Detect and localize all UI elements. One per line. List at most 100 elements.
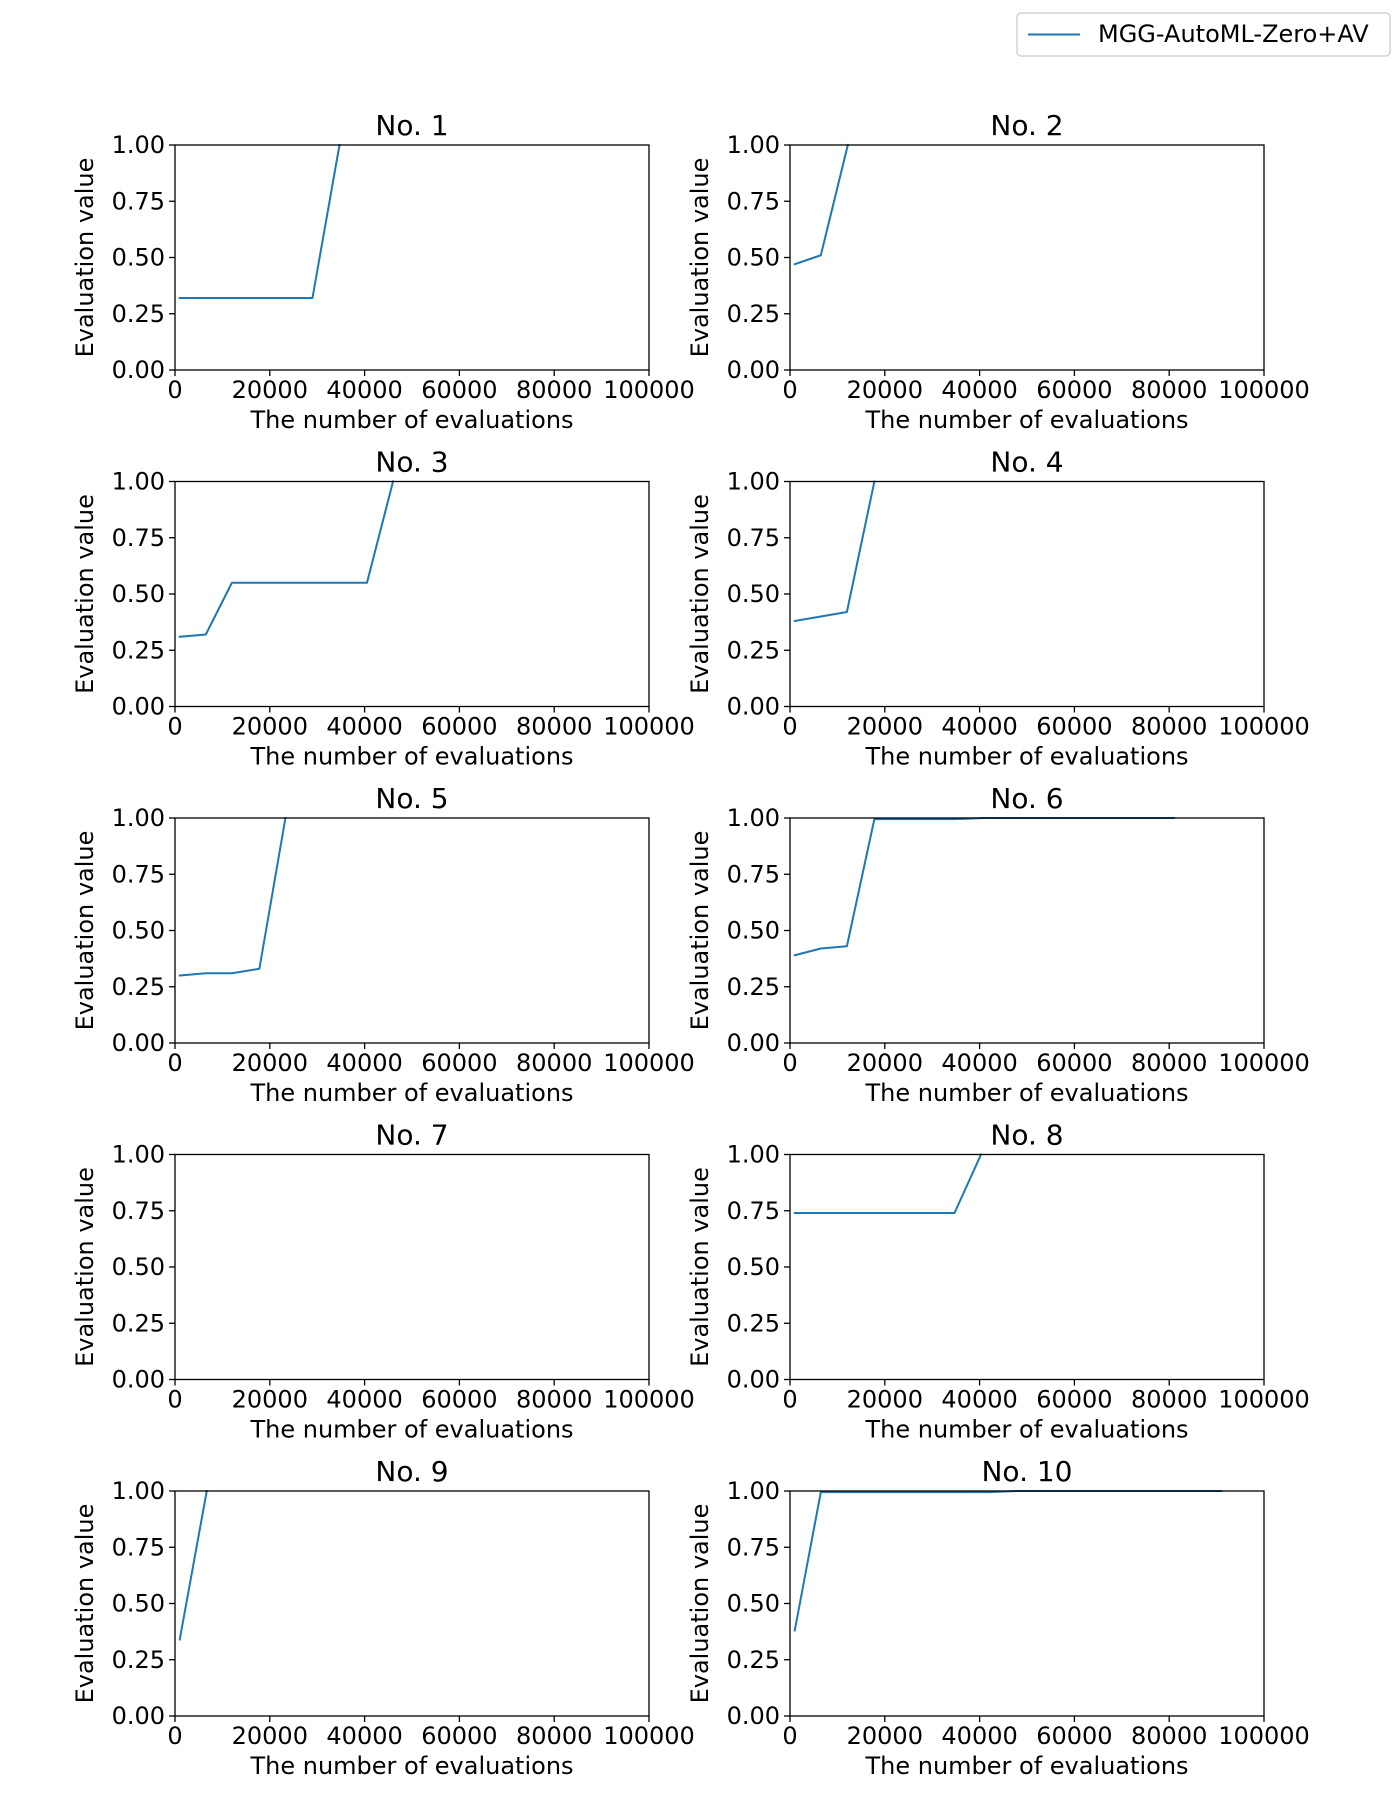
y-tick-label: 1.00 [727, 131, 780, 159]
series-line [793, 817, 1175, 957]
subplot-panel: No. 1 0 20000 40000 60000 80000 100000 0.00 0.25… [71, 109, 695, 434]
x-tick-label: 40000 [941, 713, 1017, 741]
x-tick-label: 20000 [232, 1386, 308, 1414]
x-axis-label: The number of evaluations [864, 743, 1188, 771]
y-tick-label: 0.50 [727, 580, 780, 608]
y-tick-label: 1.00 [112, 1477, 165, 1505]
y-tick-label: 0.75 [727, 524, 780, 552]
legend-label: MGG-AutoML-Zero+AV [1098, 20, 1369, 48]
y-tick-label: 0.25 [112, 1309, 165, 1337]
plot-frame [789, 817, 1265, 1044]
x-tick-label: 60000 [421, 1386, 497, 1414]
x-tick-label: 60000 [1036, 376, 1112, 404]
x-tick-label: 0 [167, 376, 182, 404]
plot-frame [174, 817, 650, 1044]
y-tick-label: 0.75 [727, 187, 780, 215]
subplot-panel: No. 3 0 20000 40000 60000 80000 100000 0.00 0.25… [71, 446, 695, 771]
y-axis-label: Evaluation value [71, 494, 99, 694]
subplot-title: No. 1 [375, 109, 448, 142]
x-tick-label: 80000 [516, 1722, 592, 1750]
y-tick-label: 0.50 [112, 244, 165, 272]
y-tick-label: 0.75 [727, 1533, 780, 1561]
y-tick-label: 0.50 [727, 1590, 780, 1618]
y-axis-label: Evaluation value [71, 1167, 99, 1367]
x-tick-label: 0 [782, 713, 797, 741]
plot-frame [789, 1153, 1265, 1381]
x-tick-label: 60000 [1036, 713, 1112, 741]
x-tick-label: 40000 [941, 1386, 1017, 1414]
x-axis-label: The number of evaluations [864, 1079, 1188, 1107]
x-tick-label: 100000 [1218, 1049, 1310, 1077]
y-tick-label: 0.25 [112, 636, 165, 664]
x-tick-label: 20000 [232, 1049, 308, 1077]
x-tick-label: 80000 [1131, 1386, 1207, 1414]
plot-frame [789, 144, 1265, 371]
x-axis-label: The number of evaluations [249, 406, 573, 434]
x-axis-label: The number of evaluations [249, 1416, 573, 1444]
y-tick-label: 0.75 [727, 860, 780, 888]
series-line [178, 816, 287, 977]
y-axis-label: Evaluation value [686, 1504, 714, 1704]
x-tick-label: 80000 [516, 376, 592, 404]
y-tick-label: 0.25 [112, 973, 165, 1001]
x-tick-label: 20000 [847, 1386, 923, 1414]
subplot-panel: No. 4 0 20000 40000 60000 80000 100000 0.00 0.25… [686, 446, 1310, 771]
subplot-panel: No. 7 0 20000 40000 60000 80000 100000 0.00 0.25… [71, 1119, 695, 1444]
x-axis-label: The number of evaluations [864, 406, 1188, 434]
y-tick-label: 0.75 [112, 1197, 165, 1225]
y-axis-label: Evaluation value [686, 158, 714, 358]
series-line [793, 1153, 983, 1214]
series-line [793, 480, 876, 623]
y-tick-label: 0.00 [727, 1029, 780, 1057]
x-tick-label: 40000 [326, 376, 402, 404]
x-axis-label: The number of evaluations [864, 1416, 1188, 1444]
y-tick-label: 0.50 [727, 917, 780, 945]
y-tick-label: 0.50 [727, 1253, 780, 1281]
y-axis-label: Evaluation value [71, 158, 99, 358]
subplot-title: No. 9 [375, 1455, 448, 1488]
subplot-title: No. 3 [375, 446, 448, 479]
y-tick-label: 0.00 [112, 1702, 165, 1730]
y-tick-label: 1.00 [727, 1141, 780, 1169]
x-tick-label: 80000 [516, 713, 592, 741]
x-tick-label: 60000 [1036, 1386, 1112, 1414]
y-axis-label: Evaluation value [71, 1504, 99, 1704]
y-tick-label: 0.00 [727, 693, 780, 721]
y-tick-label: 0.00 [112, 693, 165, 721]
y-tick-label: 1.00 [727, 804, 780, 832]
y-tick-label: 0.00 [727, 1366, 780, 1394]
x-tick-label: 40000 [941, 1722, 1017, 1750]
y-tick-label: 0.75 [112, 187, 165, 215]
subplot-title: No. 6 [990, 782, 1063, 815]
y-tick-label: 0.25 [727, 300, 780, 328]
x-tick-label: 100000 [603, 1049, 695, 1077]
x-tick-label: 20000 [232, 376, 308, 404]
x-tick-label: 80000 [1131, 1722, 1207, 1750]
subplot-title: No. 2 [990, 109, 1063, 142]
y-tick-label: 0.25 [727, 973, 780, 1001]
legend: MGG-AutoML-Zero+AV [1016, 12, 1391, 57]
y-tick-label: 0.25 [727, 1646, 780, 1674]
x-tick-label: 0 [167, 713, 182, 741]
subplot-title: No. 8 [990, 1119, 1063, 1152]
x-tick-label: 0 [167, 1722, 182, 1750]
x-tick-label: 20000 [847, 376, 923, 404]
x-axis-label: The number of evaluations [249, 1079, 573, 1107]
x-axis-label: The number of evaluations [249, 743, 573, 771]
subplot-title: No. 7 [375, 1119, 448, 1152]
y-tick-label: 0.75 [727, 1197, 780, 1225]
subplot-panel: No. 2 0 20000 40000 60000 80000 100000 0.00 0.25… [686, 109, 1310, 434]
subplot-panel: No. 9 0 20000 40000 60000 80000 100000 0.00 0.25… [71, 1455, 695, 1780]
series-line [178, 1489, 208, 1641]
x-tick-label: 0 [167, 1049, 182, 1077]
plot-frame [174, 1153, 650, 1381]
y-tick-label: 0.25 [112, 1646, 165, 1674]
legend-frame [1016, 12, 1391, 57]
plot-frame [789, 1490, 1265, 1717]
y-tick-label: 0.00 [727, 356, 780, 384]
y-tick-label: 1.00 [727, 1477, 780, 1505]
x-tick-label: 60000 [421, 376, 497, 404]
y-tick-label: 1.00 [112, 1141, 165, 1169]
subplot-title: No. 5 [375, 782, 448, 815]
